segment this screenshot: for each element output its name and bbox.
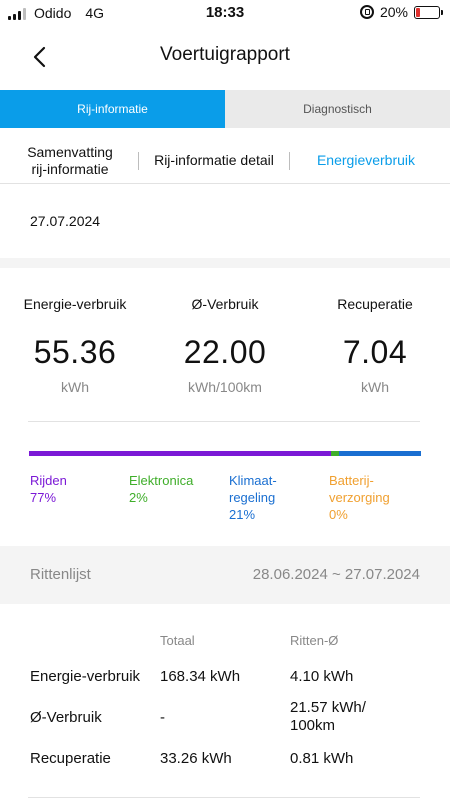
distribution-legend: Rijden 77% Elektronica 2% Klimaat- regel… [0, 472, 450, 524]
legend-label: Klimaat- [229, 473, 277, 488]
row-label-recuperatie: Recuperatie [30, 750, 111, 767]
distribution-segment [338, 451, 421, 456]
chevron-left-icon [33, 46, 46, 68]
legend-batterijverzorging: Batterij- verzorging 0% [329, 472, 390, 523]
stat-label: Energie-verbruik [23, 296, 127, 312]
legend-percent: 2% [129, 490, 148, 505]
subtab-rij-informatie-detail[interactable]: Rij-informatie detail [154, 152, 274, 168]
main-tabs: Rij-informatie Diagnostisch [0, 90, 450, 128]
subtab-samenvatting[interactable]: Samenvatting rij-informatie [0, 144, 138, 178]
row-label-gemiddeld-verbruik: Ø-Verbruik [30, 709, 102, 726]
energy-distribution-bar [29, 451, 421, 456]
legend-percent: 77% [30, 490, 57, 505]
orientation-lock-icon [359, 5, 374, 19]
cell-total-recuperatie: 33.26 kWh [160, 750, 232, 767]
subtab-samenvatting-line2: rij-informatie [31, 160, 109, 177]
stat-value: 55.36 [33, 334, 117, 370]
stats-divider [28, 421, 420, 422]
stat-energie-verbruik: Energie-verbruik 55.36 kWh [0, 296, 150, 395]
table-bottom-divider [28, 797, 420, 798]
subtab-divider [289, 151, 290, 170]
cell-total-gemiddeld-verbruik: - [160, 709, 165, 726]
stat-value: 7.04 [342, 334, 408, 370]
legend-klimaatregeling: Klimaat- regeling 21% [229, 472, 277, 523]
sub-tabs: Samenvatting rij-informatie Rij-informat… [0, 138, 450, 184]
section-separator [0, 258, 450, 268]
row-label-energie-verbruik: Energie-verbruik [30, 668, 141, 685]
status-bar: Odido 4G 18:33 20% [0, 0, 450, 26]
stat-unit: kWh [61, 379, 89, 395]
legend-percent: 21% [229, 507, 256, 522]
column-header-totaal: Totaal [160, 633, 195, 648]
distribution-segment [29, 451, 331, 456]
legend-percent: 0% [329, 507, 348, 522]
column-header-ritten-avg: Ritten-Ø [290, 633, 339, 648]
cell-avg-line2: 100km [290, 717, 336, 734]
legend-elektronica: Elektronica 2% [129, 472, 193, 506]
battery-icon [414, 5, 443, 19]
trip-list-title: Rittenlijst [30, 566, 91, 583]
tab-rij-informatie[interactable]: Rij-informatie [0, 90, 225, 128]
legend-label: Elektronica [129, 473, 194, 488]
distribution-segment [330, 451, 339, 456]
stat-recuperatie: Recuperatie 7.04 kWh [300, 296, 450, 395]
page-title: Voertuigrapport [160, 44, 290, 65]
carrier-name: Odido [34, 5, 72, 21]
stat-label: Recuperatie [337, 296, 413, 312]
cell-avg-recuperatie: 0.81 kWh [290, 750, 354, 767]
cell-avg-gemiddeld-verbruik: 21.57 kWh/ 100km [290, 699, 366, 735]
subtab-samenvatting-line1: Samenvatting [27, 143, 113, 160]
battery-percent: 20% [379, 4, 408, 20]
stat-gemiddeld-verbruik: Ø-Verbruik 22.00 kWh/100km [150, 296, 300, 395]
legend-rijden: Rijden 77% [30, 472, 67, 506]
subtab-energieverbruik[interactable]: Energieverbruik [316, 152, 416, 168]
trip-list-header[interactable] [0, 546, 450, 604]
clock: 18:33 [205, 4, 245, 21]
legend-label-cont: regeling [229, 490, 276, 505]
legend-label-cont: verzorging [329, 490, 390, 505]
subtab-divider [138, 151, 139, 170]
trip-list-range[interactable]: 28.06.2024 ~ 27.07.2024 [252, 566, 420, 583]
back-button[interactable] [28, 44, 54, 70]
network-type: 4G [85, 5, 105, 21]
cell-avg-line1: 21.57 kWh/ [290, 699, 366, 716]
legend-label: Rijden [30, 473, 67, 488]
status-right: 20% [359, 4, 443, 20]
stat-unit: kWh/100km [188, 379, 262, 395]
stat-label: Ø-Verbruik [191, 296, 259, 312]
status-left: Odido 4G [8, 5, 104, 21]
tab-diagnostisch[interactable]: Diagnostisch [225, 90, 450, 128]
signal-icon [8, 7, 26, 20]
app-header: Voertuigrapport [0, 32, 450, 80]
energy-stats: Energie-verbruik 55.36 kWh Ø-Verbruik 22… [0, 296, 450, 395]
cell-total-energie-verbruik: 168.34 kWh [160, 668, 241, 685]
legend-label: Batterij- [329, 473, 374, 488]
report-date: 27.07.2024 [30, 213, 101, 229]
cell-avg-energie-verbruik: 4.10 kWh [290, 668, 354, 685]
stat-value: 22.00 [183, 334, 267, 370]
stat-unit: kWh [361, 379, 389, 395]
